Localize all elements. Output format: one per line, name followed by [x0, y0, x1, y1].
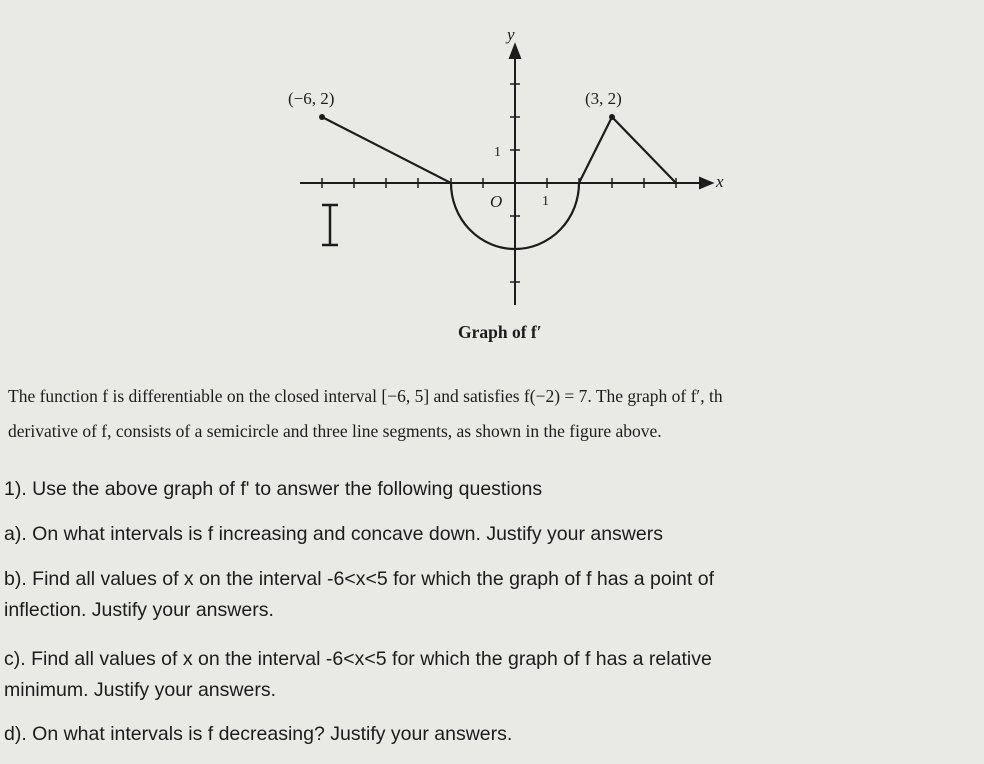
y-label: y: [505, 25, 515, 44]
caption: Graph of f′: [458, 322, 542, 342]
question: d). On what intervals is f decreasing? J…: [4, 723, 513, 745]
question: c). Find all values of x on the interval…: [4, 648, 712, 670]
origin-label: O: [490, 192, 502, 211]
question: b). Find all values of x on the interval…: [4, 568, 714, 590]
point-label: (3, 2): [585, 89, 622, 108]
marker-shape: [322, 203, 338, 247]
derivative-graph: [321, 115, 677, 251]
intro-line: The function f is differentiable on the …: [8, 386, 723, 406]
question: minimum. Justify your answers.: [4, 679, 276, 701]
point-label: (−6, 2): [288, 89, 334, 108]
question: a). On what intervals is f increasing an…: [4, 523, 663, 545]
tick-label: 1: [494, 145, 501, 160]
figure: y x (−6, 2) (3, 2) 1 O 1 Graph of f′ I: [288, 25, 724, 342]
question: inflection. Justify your answers.: [4, 599, 274, 621]
endpoint: [319, 114, 325, 120]
tick-label: 1: [542, 194, 549, 209]
intro-line: derivative of f, consists of a semicircl…: [8, 421, 662, 441]
x-label: x: [715, 172, 724, 191]
y-arrow: [508, 42, 522, 59]
peak-point: [609, 114, 615, 120]
question: 1). Use the above graph of f' to answer …: [4, 478, 543, 500]
x-arrow: [699, 176, 715, 190]
